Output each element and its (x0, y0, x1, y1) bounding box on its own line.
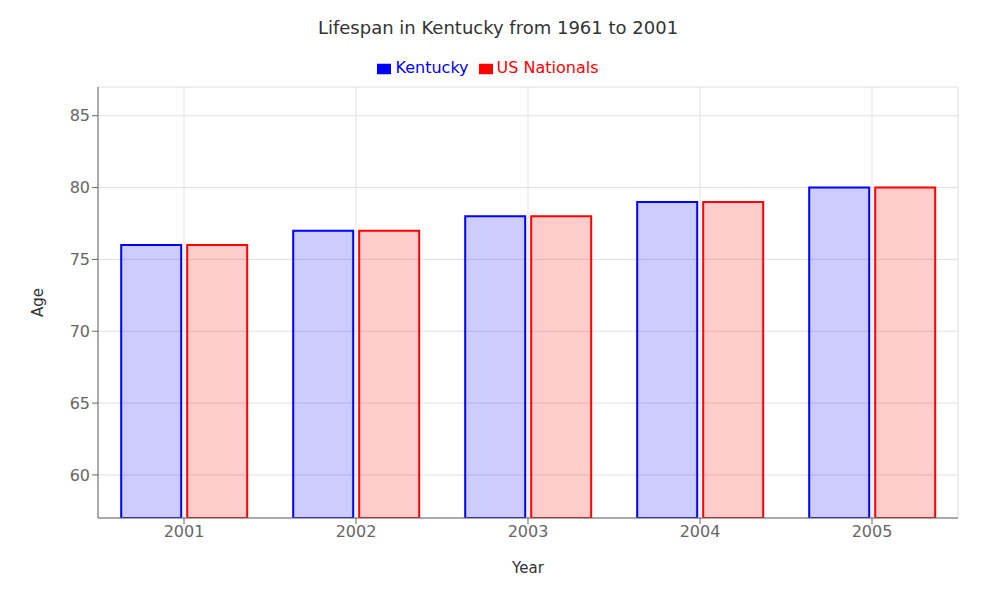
svg-text:Age: Age (29, 288, 47, 317)
svg-text:2005: 2005 (852, 522, 893, 541)
svg-text:2001: 2001 (164, 522, 205, 541)
svg-text:75: 75 (70, 250, 90, 269)
html-text:US Nationals: US Nationals (496, 58, 599, 77)
svg-text:60: 60 (70, 466, 90, 485)
html-text:Kentucky: Kentucky (395, 58, 469, 77)
svg-text:85: 85 (70, 106, 90, 125)
svg-text:2003: 2003 (508, 522, 549, 541)
svg-text:2004: 2004 (680, 522, 721, 541)
svg-text:80: 80 (70, 178, 90, 197)
svg-text:2002: 2002 (336, 522, 377, 541)
svg-text:70: 70 (70, 322, 90, 341)
svg-text:Year: Year (511, 559, 545, 577)
html-text:Lifespan in Kentucky from 1961: Lifespan in Kentucky from 1961 to 2001 (317, 17, 679, 38)
svg-text:65: 65 (70, 394, 90, 413)
